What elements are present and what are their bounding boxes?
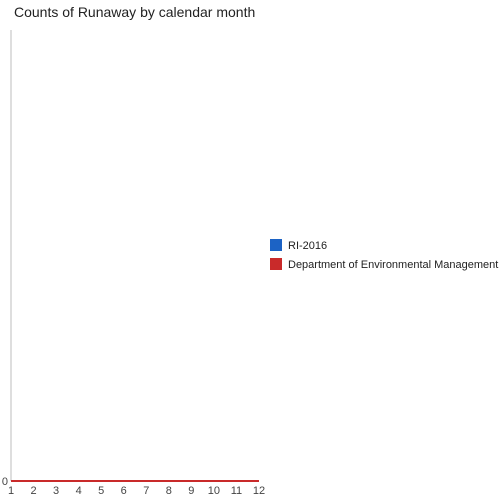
x-tick-label: 12 [253, 485, 265, 497]
plot-area [10, 30, 259, 482]
x-tick-label: 8 [166, 485, 172, 497]
x-tick-label: 10 [208, 485, 220, 497]
legend: RI-2016 Department of Environmental Manag… [270, 239, 498, 271]
legend-swatch [270, 258, 282, 270]
legend-label: RI-2016 [288, 240, 327, 252]
x-tick-label: 9 [188, 485, 194, 497]
x-tick-label: 4 [76, 485, 82, 497]
x-tick-label: 11 [231, 485, 242, 497]
legend-label: Department of Environmental Management [288, 259, 498, 271]
legend-swatch [270, 239, 282, 251]
y-tick-label: 0 [2, 476, 8, 488]
x-tick-label: 3 [53, 485, 59, 497]
legend-item: RI-2016 [270, 239, 327, 252]
x-axis-ticks: 1 2 3 4 5 6 7 8 9 10 11 12 [8, 485, 265, 497]
x-tick-label: 5 [98, 485, 104, 497]
legend-item: Department of Environmental Management [270, 258, 498, 271]
chart-title: Counts of Runaway by calendar month [14, 4, 255, 20]
x-tick-label: 7 [143, 485, 149, 497]
y-axis-ticks: 0 [2, 476, 8, 488]
x-tick-label: 6 [121, 485, 127, 497]
x-tick-label: 1 [8, 485, 14, 497]
x-tick-label: 2 [30, 485, 36, 497]
